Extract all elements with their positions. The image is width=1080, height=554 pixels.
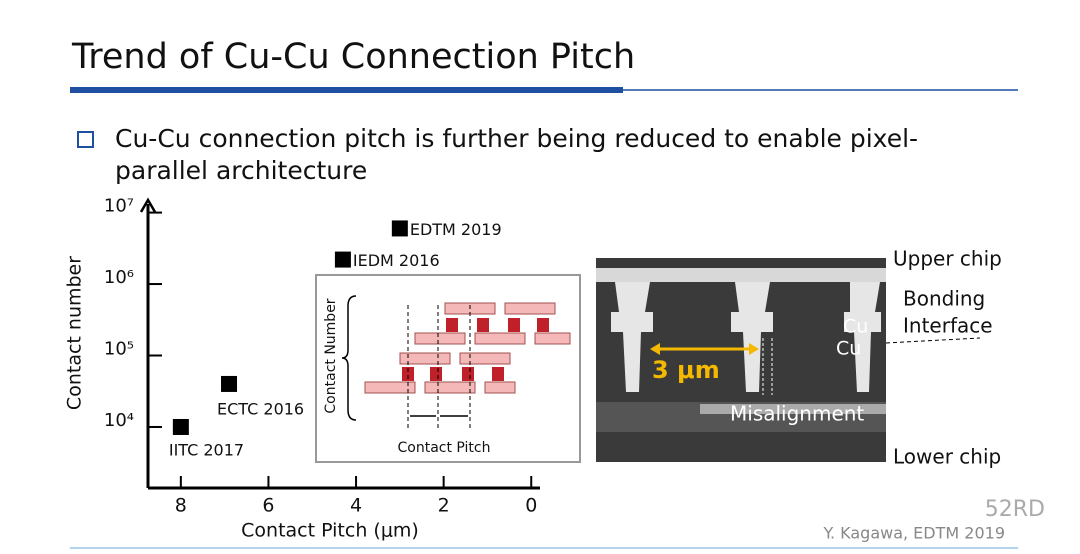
x-tick-label: 4	[350, 495, 362, 517]
credit: Y. Kagawa, EDTM 2019	[822, 524, 1005, 543]
point-label: IITC 2017	[169, 440, 244, 459]
photo-label: Bonding	[903, 287, 985, 311]
photo-label: 3 μm	[652, 356, 720, 384]
photo-label: Cu	[843, 316, 868, 338]
x-tick-label: 2	[438, 495, 450, 517]
y-tick-label: 10⁷	[104, 196, 134, 217]
x-tick-label: 6	[262, 495, 274, 517]
bullet-line: Cu-Cu connection pitch is further being …	[115, 124, 918, 153]
point-label: EDTM 2019	[410, 220, 502, 239]
point	[334, 251, 351, 268]
y-axis-label: Contact number	[64, 256, 86, 410]
x-tick-label: 8	[175, 495, 187, 517]
point	[221, 375, 238, 392]
y-axis-arrow	[139, 197, 157, 213]
slide-title: Trend of Cu-Cu Connection Pitch	[71, 37, 635, 77]
photo-label: Misalignment	[730, 402, 864, 426]
y-tick-label: 10⁴	[104, 410, 134, 431]
point-label: IEDM 2016	[353, 251, 440, 270]
inset-drawing	[341, 295, 571, 430]
x-tick-label: 0	[525, 495, 537, 517]
bullet-line: parallel architecture	[115, 156, 367, 185]
watermark: 52RD	[985, 497, 1045, 522]
point	[172, 418, 189, 435]
photo-label: Upper chip	[893, 247, 1002, 271]
cross-section-photo	[596, 258, 981, 462]
point-label: ECTC 2016	[217, 399, 304, 418]
point	[391, 220, 408, 237]
photo-label: Cu	[836, 338, 861, 360]
photo-label: Lower chip	[893, 445, 1001, 469]
y-tick-label: 10⁶	[104, 267, 134, 288]
bullet-box	[77, 131, 94, 148]
title-bar	[70, 87, 623, 93]
inset-y-label: Contact Number	[323, 298, 339, 413]
x-axis-label: Contact Pitch (μm)	[241, 520, 419, 542]
inset-x-label: Contact Pitch	[397, 440, 490, 456]
y-tick-label: 10⁵	[104, 339, 134, 360]
photo-label: Interface	[903, 314, 993, 338]
